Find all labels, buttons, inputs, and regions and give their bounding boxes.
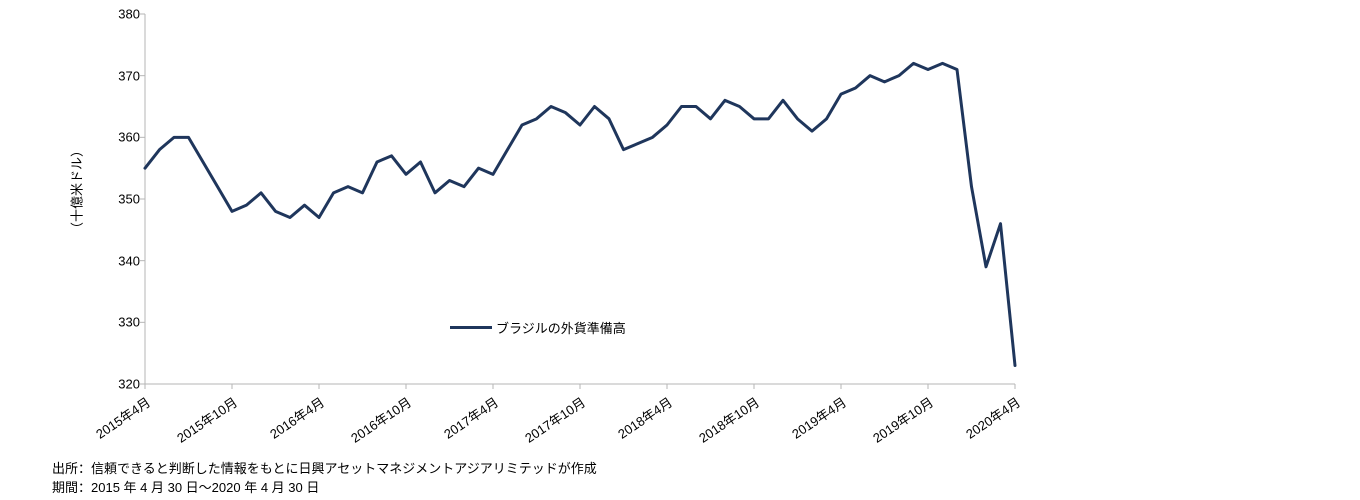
footnote-source: 出所：信頼できると判断した情報をもとに日興アセットマネジメントアジアリミテッドが… [52, 460, 597, 479]
footnotes: 出所：信頼できると判断した情報をもとに日興アセットマネジメントアジアリミテッドが… [52, 460, 597, 498]
chart-container: （十億米ドル） 320330340350360370380 ブラジルの外貨準備高… [50, 0, 1050, 445]
x-tick-labels: 2015年4月2015年10月2016年4月2016年10月2017年4月201… [50, 0, 1050, 445]
footnote-period: 期間：2015 年 4 月 30 日～2020 年 4 月 30 日 [52, 479, 597, 498]
